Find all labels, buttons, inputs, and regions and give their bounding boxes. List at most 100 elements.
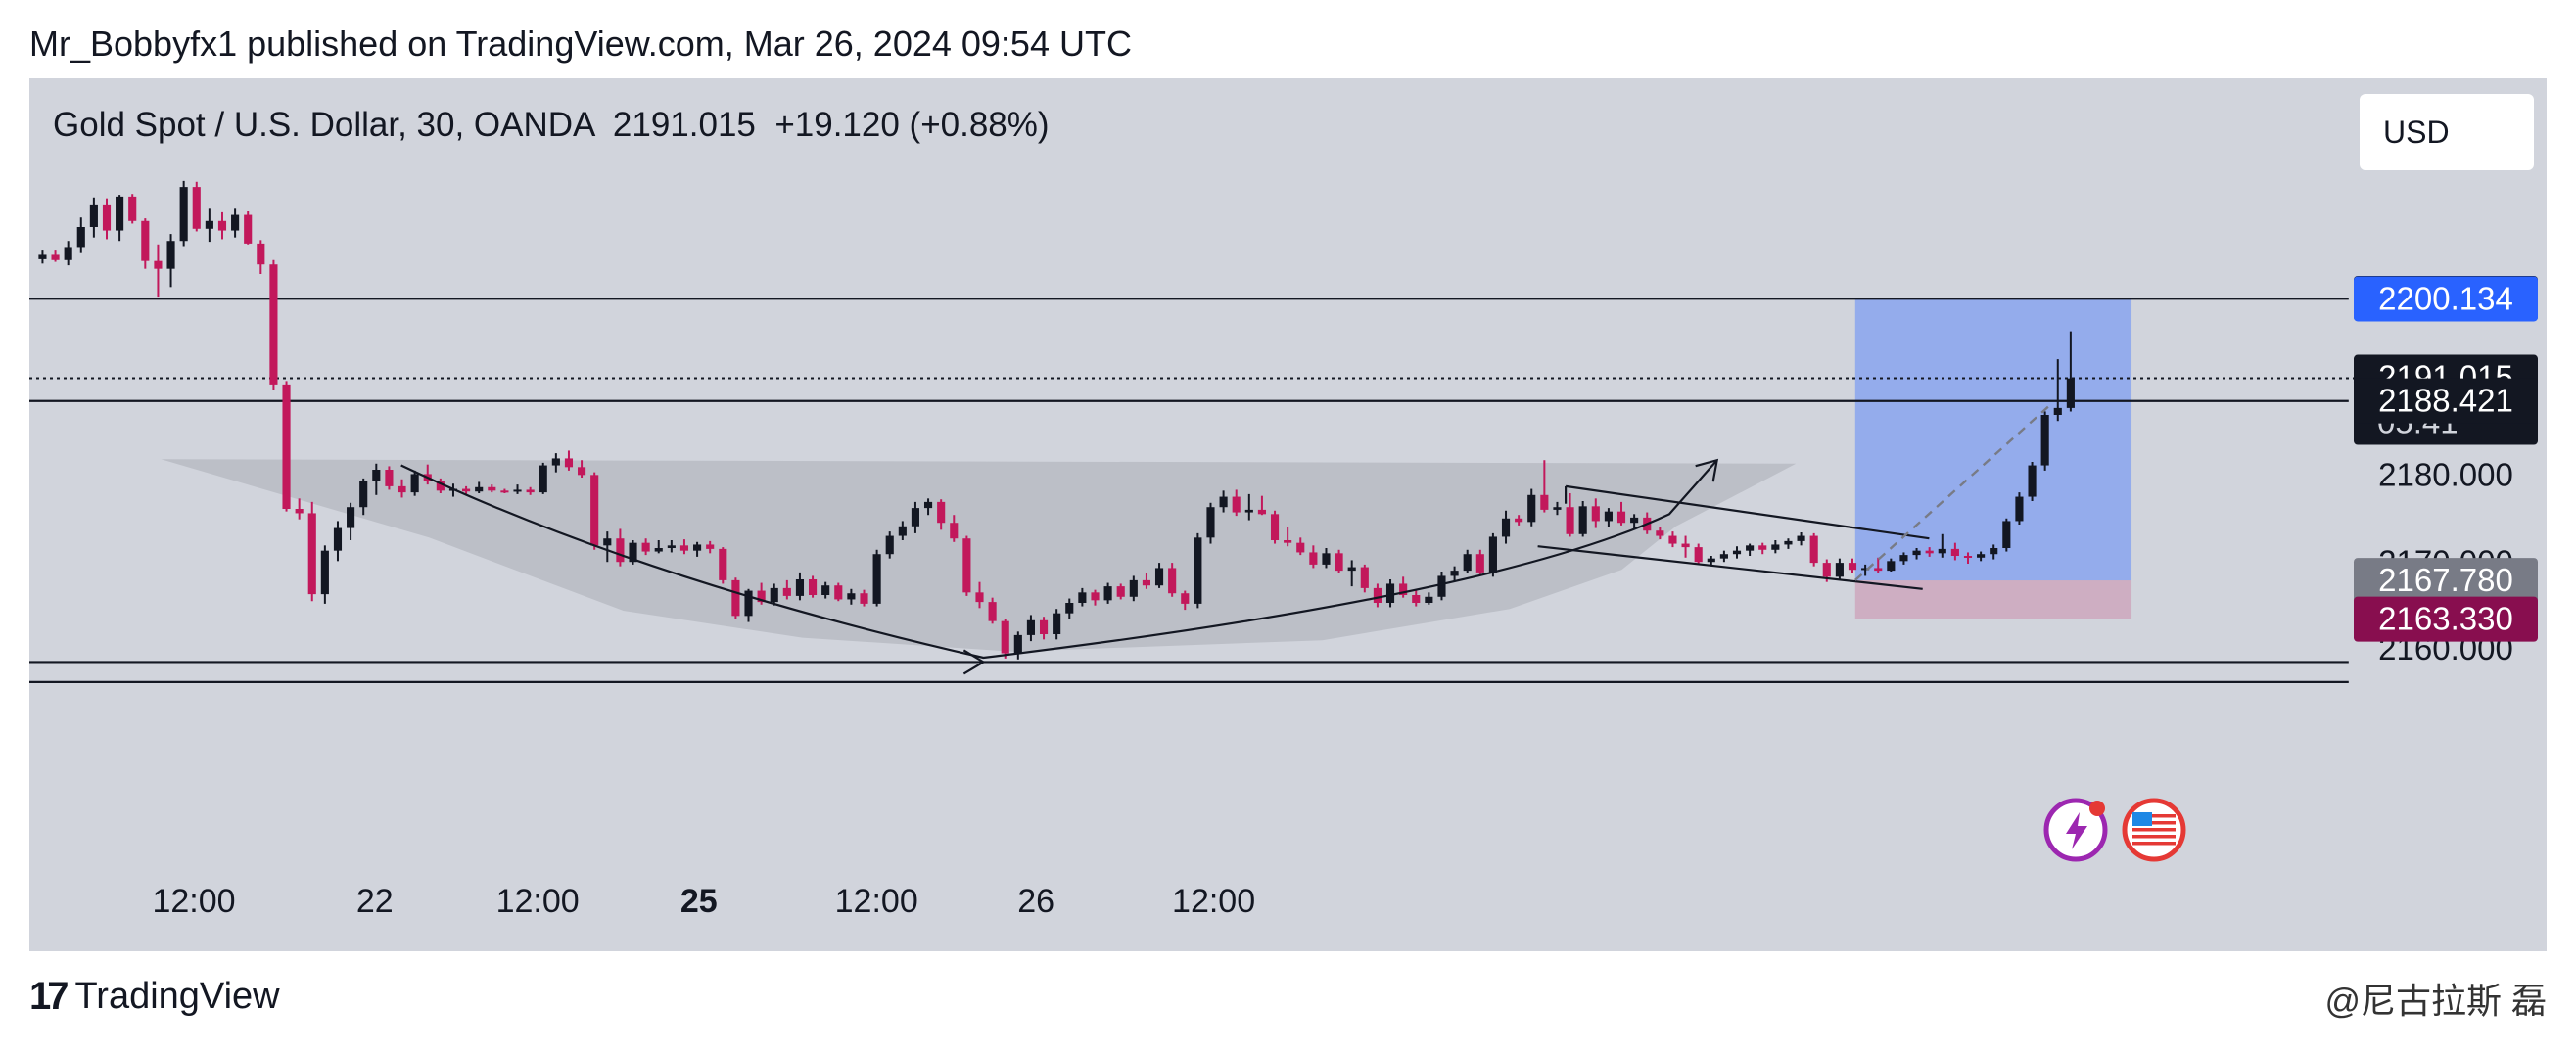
candle-body xyxy=(372,470,381,481)
candle-body xyxy=(2053,407,2062,415)
x-tick-label: 25 xyxy=(680,883,718,920)
candle-body xyxy=(347,507,355,528)
candle-body xyxy=(488,486,496,491)
us-flag-stripe-icon xyxy=(2132,835,2176,839)
candle-body xyxy=(641,542,650,552)
candle-body xyxy=(1938,548,1946,554)
candle-body xyxy=(1219,496,1228,508)
candle-body xyxy=(1578,506,1587,534)
candle-body xyxy=(1335,553,1343,572)
candle-body xyxy=(1630,517,1639,524)
candle-body xyxy=(1809,535,1818,564)
y-tick-label: 2180.000 xyxy=(2378,456,2513,492)
price-chart[interactable]: 12:002212:002512:002612:002180.0002170.0… xyxy=(29,78,2547,951)
candle-body xyxy=(1784,540,1793,545)
candle-body xyxy=(1053,613,1061,634)
candle-body xyxy=(731,579,740,617)
price-tag xyxy=(2354,596,2538,642)
candle-body xyxy=(808,579,818,595)
cup-arc xyxy=(400,459,1718,660)
x-tick-label: 12:00 xyxy=(1172,883,1255,920)
candle-body xyxy=(1322,553,1331,565)
candle-body xyxy=(603,538,612,546)
candle-body xyxy=(257,243,265,265)
candle-body xyxy=(1309,552,1318,565)
candle-body xyxy=(654,548,663,552)
candle-body xyxy=(1091,592,1100,601)
candle-body xyxy=(128,196,137,221)
candle-body xyxy=(1013,634,1022,654)
currency-button[interactable]: USD xyxy=(2360,94,2534,170)
x-tick-label: 22 xyxy=(356,883,394,920)
candle-body xyxy=(1616,511,1626,524)
candle-body xyxy=(141,220,150,261)
candle-body xyxy=(1977,554,1986,558)
candle-body xyxy=(706,544,715,549)
candle-body xyxy=(1668,535,1677,544)
candle-body xyxy=(564,458,574,468)
candle-body xyxy=(51,254,60,260)
candle-body xyxy=(1425,596,1433,603)
candle-body xyxy=(988,602,997,621)
chart-panel[interactable]: 12:002212:002512:002612:002180.0002170.0… xyxy=(29,78,2547,951)
candle-body xyxy=(911,508,920,527)
candle-body xyxy=(1232,496,1241,513)
candle-body xyxy=(898,526,907,536)
candle-body xyxy=(217,220,227,231)
candle-body xyxy=(1399,583,1408,595)
tradingview-logo-icon: 17 xyxy=(29,975,69,1018)
target-zone xyxy=(1854,298,2132,581)
candle-body xyxy=(1385,583,1395,603)
x-tick-label: 12:00 xyxy=(496,883,580,920)
us-flag-canton-icon xyxy=(2132,812,2152,826)
candle-body xyxy=(1822,563,1831,577)
candle-body xyxy=(1797,535,1805,541)
candle-body xyxy=(1373,587,1382,603)
us-flag-stripe-icon xyxy=(2132,842,2176,846)
candle-body xyxy=(1026,619,1036,635)
notification-dot-icon xyxy=(2089,801,2105,816)
price-tag-label: 2163.330 xyxy=(2378,601,2513,637)
footer-logo[interactable]: 17 TradingView xyxy=(29,975,280,1019)
price-tag xyxy=(2354,558,2538,604)
channel-upper xyxy=(1565,484,1930,540)
candle-body xyxy=(307,513,316,595)
candle-body xyxy=(1450,571,1459,576)
us-flag-stripe-icon xyxy=(2132,821,2176,825)
candle-body xyxy=(962,538,971,593)
candle-body xyxy=(2002,521,2011,548)
candle-body xyxy=(719,548,727,580)
brand-name: TradingView xyxy=(74,976,280,1017)
candle-body xyxy=(1129,579,1138,597)
forecast-path xyxy=(1853,401,2054,581)
candle-body xyxy=(333,527,343,551)
candle-body xyxy=(1347,567,1356,572)
candle-body xyxy=(116,196,124,231)
candle-body xyxy=(1181,593,1190,604)
candle-body xyxy=(693,544,702,551)
candle-body xyxy=(398,485,406,493)
candle-body xyxy=(1604,511,1613,522)
candle-body xyxy=(975,592,984,603)
candle-body xyxy=(950,523,959,539)
left-arrow-head xyxy=(962,649,986,675)
publisher-line: Mr_Bobbyfx1 published on TradingView.com… xyxy=(29,23,1132,64)
x-tick-label: 12:00 xyxy=(835,883,918,920)
candle-body xyxy=(1540,494,1549,510)
candle-body xyxy=(320,550,329,595)
candle-body xyxy=(1656,530,1664,536)
candle-body xyxy=(1719,554,1728,559)
candle-body xyxy=(192,187,201,229)
candle-body xyxy=(1475,554,1484,573)
candle-body xyxy=(282,384,291,509)
flash-bolt-icon xyxy=(2066,812,2087,849)
candle-body xyxy=(551,458,560,466)
candle-body xyxy=(205,220,213,229)
candle-body xyxy=(154,260,163,269)
candle-body xyxy=(679,545,689,551)
candle-body xyxy=(1553,507,1562,510)
candle-body xyxy=(1296,542,1305,553)
candle-body xyxy=(269,264,278,385)
candle-body xyxy=(795,579,805,596)
candle-body xyxy=(1412,595,1421,603)
